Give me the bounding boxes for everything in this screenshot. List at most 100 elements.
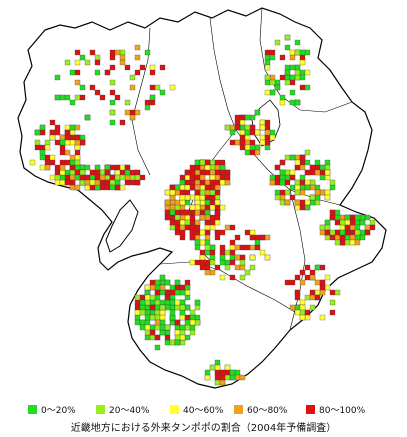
survey-cell	[229, 249, 236, 256]
survey-cell	[354, 239, 361, 246]
survey-cell	[154, 304, 161, 311]
survey-cell	[169, 184, 176, 191]
survey-cell	[174, 204, 181, 211]
survey-cell	[214, 264, 221, 271]
survey-cell	[44, 144, 51, 151]
survey-cell	[109, 174, 116, 181]
survey-cell	[364, 224, 371, 231]
survey-cell	[169, 209, 176, 216]
survey-cell	[54, 169, 61, 176]
survey-cell	[94, 164, 101, 171]
survey-cell	[194, 234, 201, 241]
survey-cell	[164, 279, 171, 286]
survey-cell	[294, 179, 301, 186]
survey-cell	[194, 174, 201, 181]
survey-cell	[139, 304, 146, 311]
legend-item-80-100: 80〜100%	[306, 402, 365, 416]
survey-cell	[194, 209, 201, 216]
survey-cell	[199, 229, 206, 236]
survey-cell	[49, 119, 56, 126]
survey-cell	[354, 214, 361, 221]
survey-cell	[179, 339, 186, 346]
survey-cell	[64, 59, 71, 66]
survey-cell	[254, 149, 261, 156]
survey-cell	[339, 224, 346, 231]
survey-cell	[264, 124, 271, 131]
survey-cell	[159, 289, 166, 296]
survey-cell	[74, 159, 81, 166]
survey-cell	[209, 174, 216, 181]
survey-cell	[179, 204, 186, 211]
survey-cell	[299, 74, 306, 81]
survey-cell	[54, 139, 61, 146]
survey-cell	[69, 159, 76, 166]
survey-cell	[249, 234, 256, 241]
survey-cell	[199, 194, 206, 201]
survey-cell	[174, 289, 181, 296]
legend-label: 20〜40%	[109, 405, 150, 416]
survey-cell	[299, 309, 306, 316]
survey-cell	[154, 294, 161, 301]
survey-cell	[209, 269, 216, 276]
survey-cell	[299, 189, 306, 196]
survey-cell	[159, 309, 166, 316]
survey-cell	[234, 264, 241, 271]
survey-cell	[229, 239, 236, 246]
survey-cell	[229, 254, 236, 261]
survey-cell	[244, 244, 251, 251]
survey-cell	[114, 49, 121, 56]
survey-cell	[129, 109, 136, 116]
survey-cell	[169, 299, 176, 306]
survey-cell	[299, 304, 306, 311]
survey-cell	[159, 274, 166, 281]
survey-cell	[204, 269, 211, 276]
survey-cell	[339, 214, 346, 221]
survey-cell	[274, 39, 281, 46]
survey-cells	[29, 34, 376, 386]
survey-cell	[184, 294, 191, 301]
survey-cell	[239, 254, 246, 261]
survey-cell	[114, 174, 121, 181]
survey-cell	[199, 259, 206, 266]
survey-cell	[134, 309, 141, 316]
survey-cell	[299, 49, 306, 56]
survey-cell	[329, 184, 336, 191]
survey-cell	[249, 144, 256, 151]
survey-cell	[204, 179, 211, 186]
survey-cell	[89, 169, 96, 176]
survey-cell	[44, 164, 51, 171]
survey-cell	[304, 199, 311, 206]
survey-cell	[154, 284, 161, 291]
survey-cell	[124, 64, 131, 71]
survey-cell	[94, 54, 101, 61]
survey-cell	[189, 174, 196, 181]
survey-cell	[194, 304, 201, 311]
survey-cell	[69, 164, 76, 171]
survey-cell	[214, 374, 221, 381]
survey-cell	[119, 184, 126, 191]
survey-cell	[134, 109, 141, 116]
survey-cell	[54, 129, 61, 136]
survey-cell	[294, 309, 301, 316]
survey-cell	[214, 379, 221, 386]
survey-cell	[284, 179, 291, 186]
survey-cell	[229, 129, 236, 136]
survey-cell	[64, 159, 71, 166]
survey-cell	[34, 144, 41, 151]
survey-cell	[134, 179, 141, 186]
survey-cell	[114, 94, 121, 101]
survey-cell	[264, 54, 271, 61]
survey-cell	[279, 159, 286, 166]
survey-cell	[159, 64, 166, 71]
survey-cell	[264, 74, 271, 81]
survey-cell	[184, 224, 191, 231]
survey-cell	[179, 224, 186, 231]
survey-cell	[59, 139, 66, 146]
survey-cell	[244, 134, 251, 141]
survey-cell	[109, 184, 116, 191]
survey-cell	[299, 184, 306, 191]
survey-cell	[149, 84, 156, 91]
survey-cell	[139, 174, 146, 181]
survey-cell	[169, 194, 176, 201]
survey-cell	[299, 54, 306, 61]
